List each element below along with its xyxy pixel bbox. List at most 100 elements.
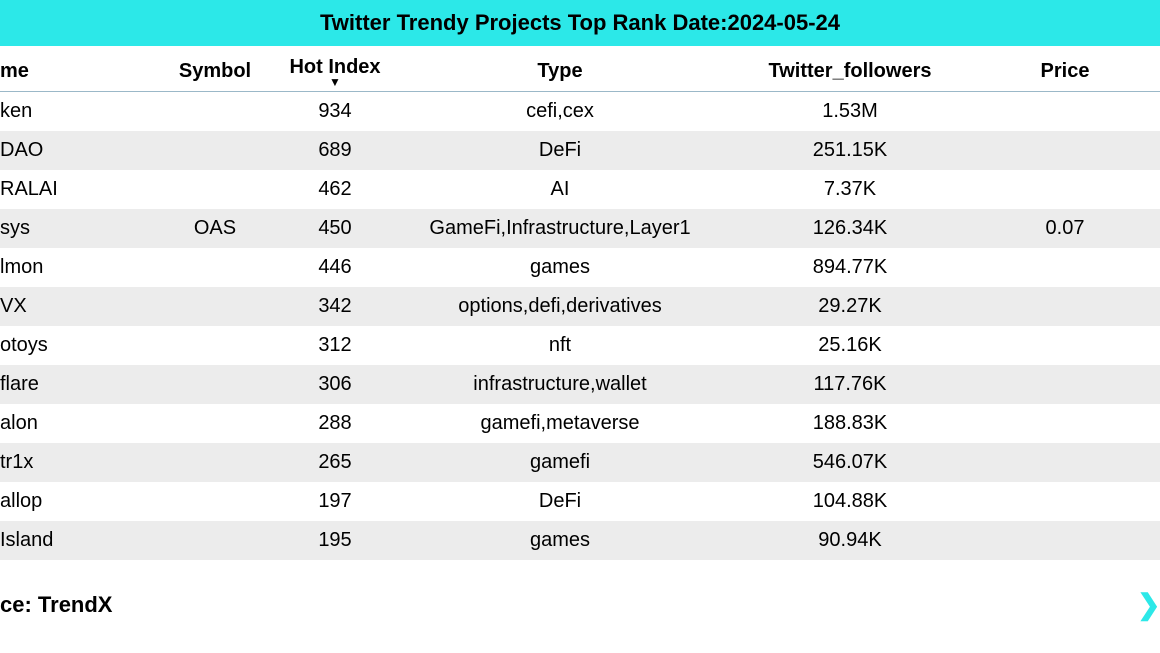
- cell-price: [970, 131, 1160, 170]
- table-body: ken934cefi,cex1.53M DAO689DeFi251.15KRAL…: [0, 92, 1160, 561]
- cell-hot-index: 934: [280, 92, 390, 132]
- table-row[interactable]: RALAI 462AI7.37K: [0, 170, 1160, 209]
- table-row[interactable]: otoys 312nft25.16K: [0, 326, 1160, 365]
- cell-followers: 1.53M: [730, 92, 970, 132]
- cell-name: lmon: [0, 248, 150, 287]
- table-row[interactable]: ken 934cefi,cex1.53M: [0, 92, 1160, 132]
- cell-followers: 117.76K: [730, 365, 970, 404]
- cell-price: [970, 443, 1160, 482]
- cell-symbol: [150, 170, 280, 209]
- cell-followers: 894.77K: [730, 248, 970, 287]
- title-bar: Twitter Trendy Projects Top Rank Date:20…: [0, 0, 1160, 46]
- cell-hot-index: 306: [280, 365, 390, 404]
- cell-type: cefi,cex: [390, 92, 730, 132]
- cell-hot-index: 288: [280, 404, 390, 443]
- cell-followers: 7.37K: [730, 170, 970, 209]
- cell-followers: 251.15K: [730, 131, 970, 170]
- cell-type: infrastructure,wallet: [390, 365, 730, 404]
- col-header-followers[interactable]: Twitter_followers: [730, 46, 970, 92]
- cell-hot-index: 689: [280, 131, 390, 170]
- col-header-symbol-label: Symbol: [179, 60, 251, 82]
- table-row[interactable]: lmon 446games894.77K: [0, 248, 1160, 287]
- cell-price: 0.07: [970, 209, 1160, 248]
- cell-name: RALAI: [0, 170, 150, 209]
- cell-type: DeFi: [390, 131, 730, 170]
- cell-type: games: [390, 248, 730, 287]
- cell-symbol: OAS: [150, 209, 280, 248]
- cell-symbol: [150, 326, 280, 365]
- table-container: me Symbol Hot Index ▼ Type Twitter_follo…: [0, 46, 1160, 560]
- footer-row: ce: TrendX ❮: [0, 588, 1160, 621]
- cell-followers: 104.88K: [730, 482, 970, 521]
- cell-hot-index: 197: [280, 482, 390, 521]
- table-row[interactable]: allop 197DeFi104.88K: [0, 482, 1160, 521]
- cell-name: ken: [0, 92, 150, 132]
- cell-price: [970, 521, 1160, 560]
- table-row[interactable]: flare 306infrastructure,wallet117.76K: [0, 365, 1160, 404]
- table-row[interactable]: DAO 689DeFi251.15K: [0, 131, 1160, 170]
- col-header-name[interactable]: me: [0, 46, 150, 92]
- cell-symbol: [150, 365, 280, 404]
- col-header-price-label: Price: [1041, 60, 1090, 82]
- cell-symbol: [150, 287, 280, 326]
- cell-hot-index: 450: [280, 209, 390, 248]
- cell-name: VX: [0, 287, 150, 326]
- cell-price: [970, 404, 1160, 443]
- cell-name: otoys: [0, 326, 150, 365]
- cell-type: nft: [390, 326, 730, 365]
- cell-hot-index: 312: [280, 326, 390, 365]
- page-title: Twitter Trendy Projects Top Rank Date:20…: [320, 10, 840, 36]
- cell-symbol: [150, 521, 280, 560]
- table-header-row: me Symbol Hot Index ▼ Type Twitter_follo…: [0, 46, 1160, 92]
- table-row[interactable]: Island195games90.94K: [0, 521, 1160, 560]
- cell-hot-index: 195: [280, 521, 390, 560]
- cell-type: GameFi,Infrastructure,Layer1: [390, 209, 730, 248]
- cell-name: sys: [0, 209, 150, 248]
- col-header-type[interactable]: Type: [390, 46, 730, 92]
- table-row[interactable]: sysOAS450GameFi,Infrastructure,Layer1126…: [0, 209, 1160, 248]
- cell-followers: 126.34K: [730, 209, 970, 248]
- col-header-symbol[interactable]: Symbol: [150, 46, 280, 92]
- cell-price: [970, 287, 1160, 326]
- cell-name: flare: [0, 365, 150, 404]
- col-header-hot-index[interactable]: Hot Index ▼: [280, 46, 390, 92]
- cell-hot-index: 342: [280, 287, 390, 326]
- cell-followers: 29.27K: [730, 287, 970, 326]
- col-header-price[interactable]: Price: [970, 46, 1160, 92]
- cell-price: [970, 248, 1160, 287]
- cell-hot-index: 265: [280, 443, 390, 482]
- cell-symbol: [150, 404, 280, 443]
- cell-name: alon: [0, 404, 150, 443]
- cell-name: tr1x: [0, 443, 150, 482]
- cell-type: AI: [390, 170, 730, 209]
- table-row[interactable]: tr1x265gamefi546.07K: [0, 443, 1160, 482]
- cell-type: gamefi: [390, 443, 730, 482]
- col-header-type-label: Type: [537, 60, 582, 82]
- cell-type: gamefi,metaverse: [390, 404, 730, 443]
- sort-desc-icon: ▼: [288, 77, 382, 87]
- table-row[interactable]: alon 288gamefi,metaverse188.83K: [0, 404, 1160, 443]
- col-header-followers-label: Twitter_followers: [769, 60, 932, 82]
- cell-followers: 188.83K: [730, 404, 970, 443]
- cell-price: [970, 365, 1160, 404]
- cell-price: [970, 326, 1160, 365]
- cell-type: options,defi,derivatives: [390, 287, 730, 326]
- source-label: ce: TrendX: [0, 592, 112, 618]
- cell-name: allop: [0, 482, 150, 521]
- cell-symbol: [150, 443, 280, 482]
- cell-price: [970, 170, 1160, 209]
- scroll-right-icon[interactable]: ❮: [1133, 588, 1160, 621]
- cell-symbol: [150, 482, 280, 521]
- cell-type: DeFi: [390, 482, 730, 521]
- cell-hot-index: 462: [280, 170, 390, 209]
- cell-price: [970, 482, 1160, 521]
- cell-name: Island: [0, 521, 150, 560]
- cell-hot-index: 446: [280, 248, 390, 287]
- cell-followers: 25.16K: [730, 326, 970, 365]
- cell-symbol: [150, 131, 280, 170]
- cell-price: [970, 92, 1160, 132]
- cell-name: DAO: [0, 131, 150, 170]
- cell-followers: 90.94K: [730, 521, 970, 560]
- table-row[interactable]: VX 342options,defi,derivatives29.27K: [0, 287, 1160, 326]
- col-header-name-label: me: [0, 60, 29, 82]
